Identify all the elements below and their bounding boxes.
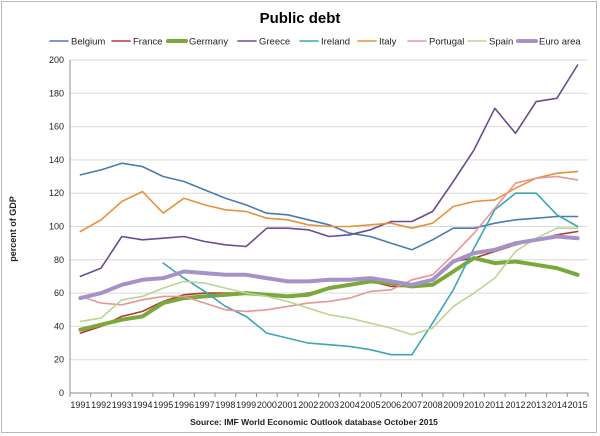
chart-title: Public debt <box>260 10 341 27</box>
x-tick-label: 2008 <box>423 400 443 410</box>
y-tick-label: 200 <box>49 55 64 65</box>
x-tick-label: 1991 <box>70 400 90 410</box>
series-line-germany <box>78 256 580 332</box>
y-axis-label: percent of GDP <box>8 196 18 262</box>
y-tick-label: 160 <box>49 122 64 132</box>
x-tick-label: 1996 <box>174 400 194 410</box>
y-tick-label: 180 <box>49 88 64 98</box>
x-tick-label: 2010 <box>464 400 484 410</box>
source-note: Source: IMF World Economic Outlook datab… <box>190 417 438 427</box>
series-line-portugal <box>79 175 579 313</box>
legend-label: Germany <box>189 37 228 48</box>
series-line-euro-area <box>78 234 580 301</box>
x-tick-label: 2004 <box>340 400 360 410</box>
x-tick-label: 2012 <box>505 400 525 410</box>
x-tick-label: 1997 <box>195 400 215 410</box>
x-tick-label: 2013 <box>526 400 546 410</box>
y-tick-label: 0 <box>59 388 64 398</box>
x-tick-label: 1999 <box>236 400 256 410</box>
y-tick-label: 60 <box>54 288 64 298</box>
grid-lines <box>70 59 588 361</box>
legend-label: Ireland <box>321 37 350 48</box>
legend-label: Portugal <box>429 37 464 48</box>
legend-label: Spain <box>489 37 513 48</box>
x-tick-label: 1994 <box>133 400 153 410</box>
x-tick-label: 2001 <box>278 400 298 410</box>
legend-label: Greece <box>259 37 290 48</box>
x-tick-label: 2009 <box>443 400 463 410</box>
x-tick-label: 2003 <box>319 400 339 410</box>
x-tick-label: 2002 <box>298 400 318 410</box>
x-tick-label: 2015 <box>568 400 588 410</box>
x-tick-label: 2005 <box>360 400 380 410</box>
y-tick-label: 20 <box>54 355 64 365</box>
series-line-greece <box>79 64 579 278</box>
legend: Belgium France Germany Greece Ireland Italy Po… <box>49 37 581 48</box>
x-tick-label: 2014 <box>547 400 567 410</box>
x-tick-label: 1993 <box>112 400 132 410</box>
y-tick-label: 140 <box>49 155 64 165</box>
y-tick-label: 120 <box>49 188 64 198</box>
x-tick-label: 1992 <box>91 400 111 410</box>
series-line-italy <box>79 170 579 233</box>
legend-label: Belgium <box>71 37 105 48</box>
y-tick-label: 100 <box>49 222 64 232</box>
legend-label: Euro area <box>539 37 581 48</box>
x-tick-label: 2007 <box>402 400 422 410</box>
legend-label: France <box>133 37 163 48</box>
series-lines <box>78 64 580 356</box>
x-tick-label: 2011 <box>485 400 504 410</box>
y-tick-label: 40 <box>54 321 64 331</box>
x-tick-label: 1998 <box>215 400 235 410</box>
series-line-spain <box>79 227 579 336</box>
series-line-belgium <box>79 162 579 251</box>
x-tick-label: 2000 <box>257 400 277 410</box>
legend-label: Italy <box>379 37 397 48</box>
x-tick-label: 1995 <box>153 400 173 410</box>
y-tick-label: 80 <box>54 255 64 265</box>
x-tick-label: 2006 <box>381 400 401 410</box>
